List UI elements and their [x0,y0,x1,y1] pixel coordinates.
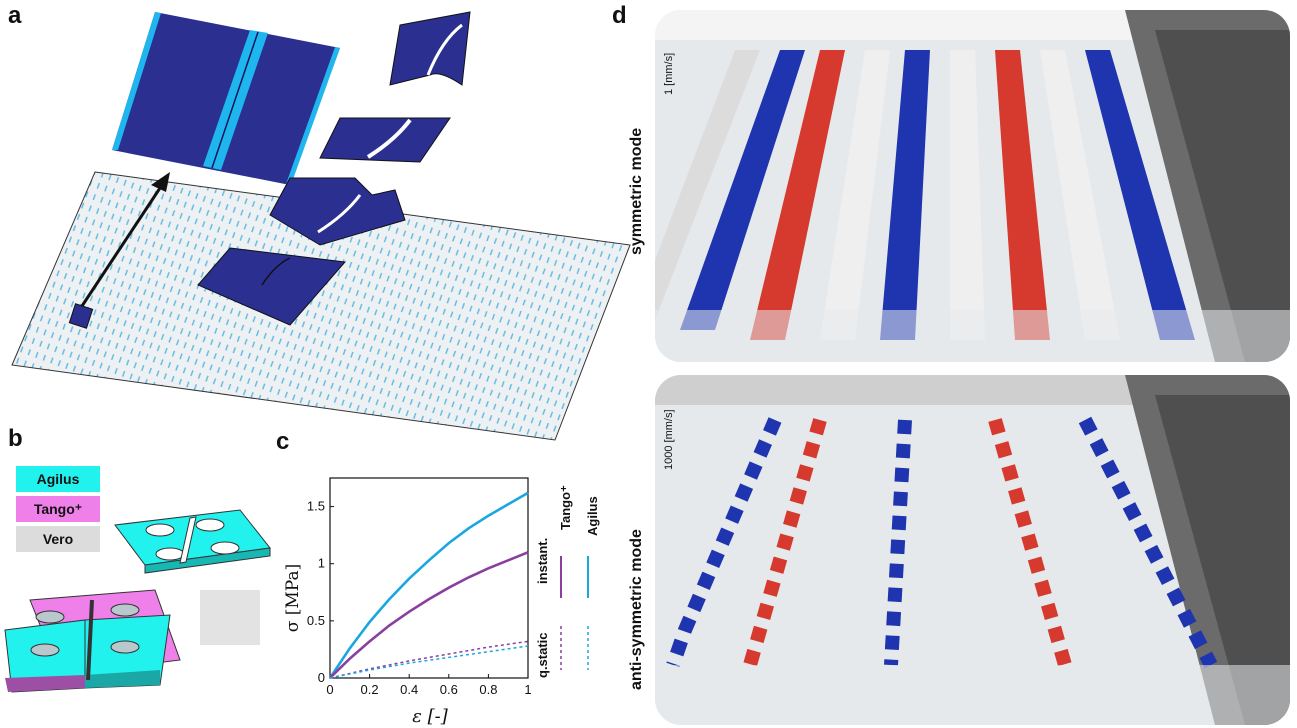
speed-label-top: 1 [mm/s] [663,52,675,95]
plot-area: 0 0.2 0.4 0.6 0.8 1 0 0.5 1 1.5 [307,477,532,697]
x-tick-label: 0 [326,682,333,697]
series-line-0 [328,491,529,679]
x-tick-label: 0.8 [479,682,497,697]
y-tick-label: 1 [318,556,325,571]
panel-a-illustration [11,11,631,441]
x-tick-label: 0.2 [361,682,379,697]
unit-cell-enlarged [112,12,340,185]
plot-frame [329,477,529,679]
zoom-arrow [80,184,164,307]
pattern-zigzag-antisymmetric [666,416,1218,669]
x-tick-label: 0.6 [440,682,458,697]
panel-letter-d: d [612,2,627,29]
deformation-stages [197,11,471,326]
y-tick-label: 0 [318,670,325,685]
x-tick-label: 1 [524,682,531,697]
arrow-head [151,172,170,192]
legend-col-tango: Tango⁺ [558,485,573,530]
label-symmetric-mode: symmetric mode [628,127,645,255]
series-layer [328,491,529,679]
assembled-part [4,589,181,693]
panel-letter-c: c [276,428,290,455]
label-antisymmetric-mode: anti-symmetric mode [628,529,645,690]
y-tick-label: 1.5 [307,499,325,514]
metamaterial-sheet [11,171,631,441]
legend-row-instant: instant. [535,538,550,584]
pattern-stripes-symmetric [655,50,1195,340]
panel-letter-b: b [8,425,23,452]
legend-tango: Tango⁺ [16,496,100,522]
stress-strain-chart: 0 0.2 0.4 0.6 0.8 1 0 0.5 1 1.5 instant. q.static… [283,477,600,727]
x-axis-label: ε [-] [412,706,448,727]
top-layer-part [114,509,271,645]
panel-b-illustration [4,509,271,693]
y-tick-label: 0.5 [307,613,325,628]
series-line-1 [329,551,529,679]
chart-legend: instant. q.static Tango⁺ Agilus [535,485,600,678]
y-axis-label: σ [MPa] [283,564,303,633]
legend-agilus: Agilus [16,466,100,492]
x-tick-label: 0.4 [400,682,418,697]
series-line-2 [329,640,529,679]
legend-row-qstatic: q.static [535,632,550,678]
legend-col-agilus: Agilus [585,496,600,536]
unit-cell-marker [68,303,94,329]
panel-letter-a: a [8,2,22,29]
legend-vero: Vero [16,526,100,552]
photo-symmetric-mode [655,10,1290,362]
speed-label-bottom: 1000 [mm/s] [663,409,675,470]
photo-antisymmetric-mode [655,375,1290,725]
